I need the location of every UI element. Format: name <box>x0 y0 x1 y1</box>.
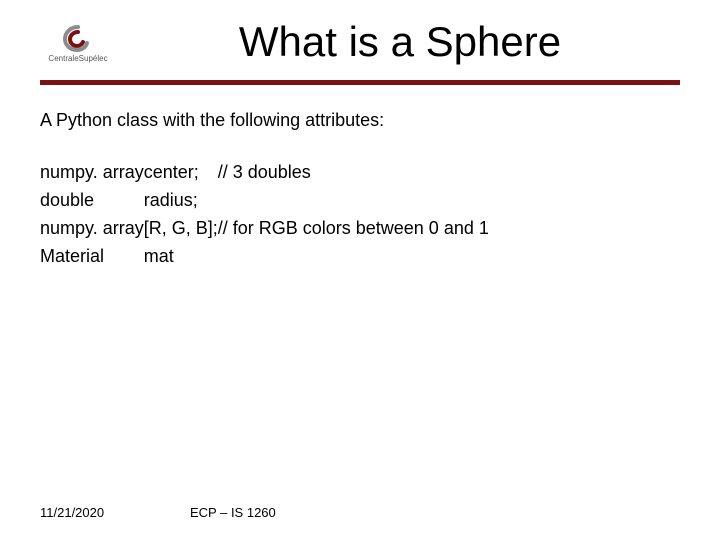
brand-logo: CentraleSupélec <box>42 18 114 68</box>
attr-name: mat <box>144 243 218 271</box>
slide-content: A Python class with the following attrib… <box>0 85 720 271</box>
table-row: numpy. array [R, G, B]; // for RGB color… <box>40 215 489 243</box>
attr-comment: // for RGB colors between 0 and 1 <box>218 215 489 243</box>
footer-date: 11/21/2020 <box>40 505 190 520</box>
attr-name: radius; <box>144 187 218 215</box>
slide-header: CentraleSupélec What is a Sphere <box>0 0 720 85</box>
attr-comment <box>218 243 489 271</box>
attr-name: [R, G, B]; <box>144 215 218 243</box>
attr-type: Material <box>40 243 144 271</box>
title-underline <box>40 80 680 85</box>
attr-type: numpy. array <box>40 159 144 187</box>
attr-name: center; <box>144 159 218 187</box>
footer-course: ECP – IS 1260 <box>190 505 276 520</box>
intro-text: A Python class with the following attrib… <box>40 107 680 133</box>
slide-footer: 11/21/2020 ECP – IS 1260 <box>40 505 680 520</box>
table-row: numpy. array center; // 3 doubles <box>40 159 489 187</box>
attr-type: double <box>40 187 144 215</box>
brand-logo-text: CentraleSupélec <box>48 54 107 63</box>
table-row: double radius; <box>40 187 489 215</box>
table-row: Material mat <box>40 243 489 271</box>
slide: CentraleSupélec What is a Sphere A Pytho… <box>0 0 720 540</box>
attr-type: numpy. array <box>40 215 144 243</box>
attr-comment <box>218 187 489 215</box>
attributes-table: numpy. array center; // 3 doubles double… <box>40 159 489 271</box>
brand-logo-mark <box>60 24 96 52</box>
slide-title: What is a Sphere <box>120 18 680 72</box>
attr-comment: // 3 doubles <box>218 159 489 187</box>
